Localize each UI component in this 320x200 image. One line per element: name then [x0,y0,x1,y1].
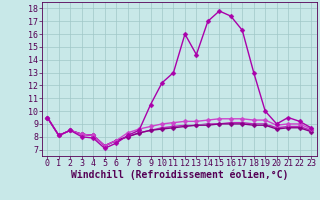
X-axis label: Windchill (Refroidissement éolien,°C): Windchill (Refroidissement éolien,°C) [70,170,288,180]
